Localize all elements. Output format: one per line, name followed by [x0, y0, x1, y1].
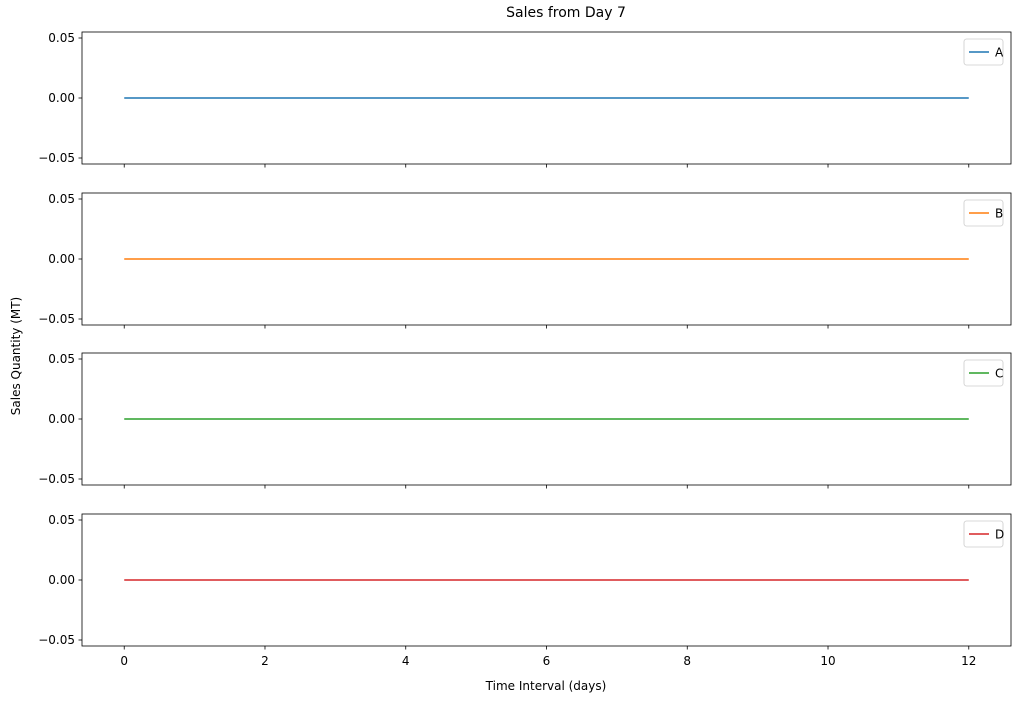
subplot-c: −0.05 0.00 0.05 C — [38, 352, 1012, 489]
x-tick-label: 4 — [402, 654, 410, 668]
y-tick-label: −0.05 — [38, 472, 75, 486]
subplot-a: −0.05 0.00 0.05 A — [38, 31, 1012, 168]
x-tick-label: 2 — [261, 654, 269, 668]
legend-label-b: B — [995, 207, 1003, 221]
legend-label-d: D — [995, 528, 1004, 542]
x-tick-label: 0 — [120, 654, 128, 668]
y-tick-label: −0.05 — [38, 312, 75, 326]
subplot-panels: −0.05 0.00 0.05 A −0.05 0.00 0.05 B −0.05 0.00 0.0… — [38, 31, 1012, 668]
legend: C — [963, 359, 1004, 387]
subplot-d: −0.05 0.00 0.05 0 2 4 6 8 10 12 D — [38, 513, 1012, 668]
y-tick-label: 0.00 — [48, 573, 75, 587]
x-tick-label: 10 — [820, 654, 835, 668]
chart-title: Sales from Day 7 — [506, 5, 626, 21]
legend-label-c: C — [995, 367, 1003, 381]
y-tick-label: 0.00 — [48, 412, 75, 426]
y-tick-label: 0.00 — [48, 252, 75, 266]
legend: D — [963, 520, 1004, 548]
x-axis-label: Time Interval (days) — [485, 679, 607, 693]
y-tick-label: 0.05 — [48, 352, 75, 366]
x-tick-label: 8 — [683, 654, 691, 668]
legend-label-a: A — [995, 46, 1004, 60]
x-tick-label: 6 — [543, 654, 551, 668]
y-tick-label: 0.05 — [48, 192, 75, 206]
y-tick-label: 0.00 — [48, 91, 75, 105]
y-tick-label: 0.05 — [48, 31, 75, 45]
y-tick-label: −0.05 — [38, 633, 75, 647]
legend: B — [963, 199, 1004, 227]
legend: A — [963, 38, 1004, 66]
x-tick-label: 12 — [961, 654, 976, 668]
subplot-b: −0.05 0.00 0.05 B — [38, 192, 1012, 329]
y-axis-label: Sales Quantity (MT) — [9, 297, 23, 415]
y-tick-label: 0.05 — [48, 513, 75, 527]
y-tick-label: −0.05 — [38, 151, 75, 165]
